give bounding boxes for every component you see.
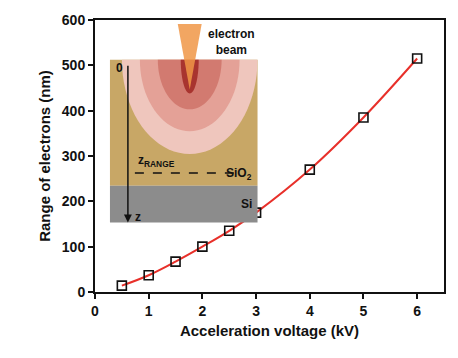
svg-text:500: 500 (62, 57, 86, 73)
svg-text:2: 2 (198, 303, 206, 319)
svg-text:SiO​2​: SiO​2​ (226, 166, 252, 182)
svg-text:0: 0 (91, 303, 99, 319)
svg-text:1: 1 (145, 303, 153, 319)
svg-text:z​RANGE​: z​RANGE​ (138, 153, 175, 169)
svg-text:electronbeam: electronbeam (208, 27, 255, 57)
svg-text:200: 200 (62, 193, 86, 209)
svg-text:Si: Si (241, 197, 252, 211)
svg-text:0: 0 (116, 61, 123, 75)
svg-text:400: 400 (62, 103, 86, 119)
svg-text:0: 0 (77, 284, 85, 300)
svg-text:Range of electrons (nm): Range of electrons (nm) (36, 70, 53, 242)
svg-text:300: 300 (62, 148, 86, 164)
svg-text:z: z (135, 210, 141, 224)
svg-text:Acceleration voltage (kV): Acceleration voltage (kV) (180, 322, 359, 339)
svg-text:600: 600 (62, 12, 86, 28)
svg-text:6: 6 (413, 303, 421, 319)
svg-text:5: 5 (360, 303, 368, 319)
svg-text:4: 4 (306, 303, 314, 319)
svg-text:100: 100 (62, 239, 86, 255)
svg-text:3: 3 (252, 303, 260, 319)
